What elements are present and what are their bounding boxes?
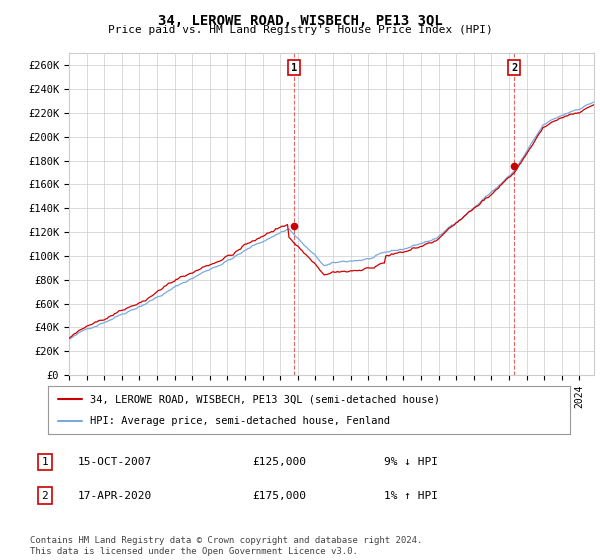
Text: Contains HM Land Registry data © Crown copyright and database right 2024.
This d: Contains HM Land Registry data © Crown c… [30,536,422,556]
Text: 2: 2 [511,63,517,72]
Text: £175,000: £175,000 [252,491,306,501]
Text: 1: 1 [41,457,49,467]
Text: 34, LEROWE ROAD, WISBECH, PE13 3QL: 34, LEROWE ROAD, WISBECH, PE13 3QL [158,14,442,28]
Text: 9% ↓ HPI: 9% ↓ HPI [384,457,438,467]
Text: 2: 2 [41,491,49,501]
Text: £125,000: £125,000 [252,457,306,467]
Text: Price paid vs. HM Land Registry's House Price Index (HPI): Price paid vs. HM Land Registry's House … [107,25,493,35]
Text: 15-OCT-2007: 15-OCT-2007 [78,457,152,467]
Text: 1% ↑ HPI: 1% ↑ HPI [384,491,438,501]
Text: 17-APR-2020: 17-APR-2020 [78,491,152,501]
Text: HPI: Average price, semi-detached house, Fenland: HPI: Average price, semi-detached house,… [90,416,390,426]
Text: 1: 1 [291,63,297,72]
Text: 34, LEROWE ROAD, WISBECH, PE13 3QL (semi-detached house): 34, LEROWE ROAD, WISBECH, PE13 3QL (semi… [90,394,440,404]
